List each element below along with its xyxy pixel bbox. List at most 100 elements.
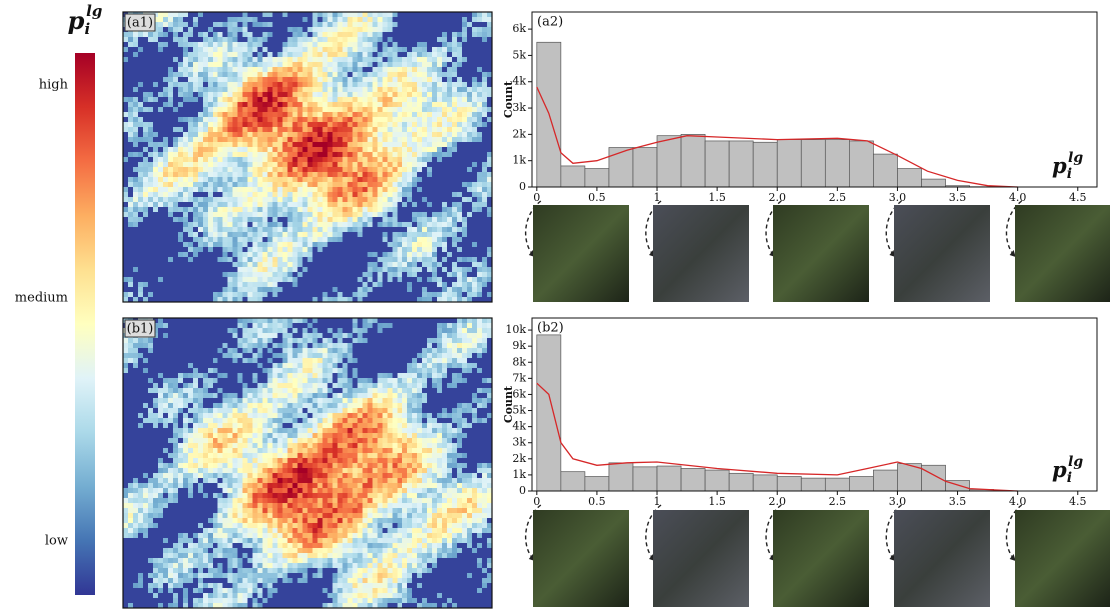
heatmap-cell [462,152,468,158]
heatmap-cell [123,152,129,158]
heatmap-cell [337,257,343,263]
heatmap-cell [487,292,493,298]
heatmap-cell [332,62,338,68]
heatmap-cell [332,32,338,38]
heatmap-cell [262,272,268,278]
heatmap-cell [457,338,463,344]
heatmap-cell [477,117,483,123]
heatmap-cell [182,182,189,188]
heatmap-cell [147,122,154,128]
heatmap-cell [377,292,383,298]
heatmap-cell [342,17,348,23]
heatmap-cell [427,167,433,173]
heatmap-cell [277,47,283,53]
heatmap-cell [372,172,378,178]
heatmap-cell [442,122,448,128]
heatmap-cell [407,177,413,183]
heatmap-cell [322,318,328,324]
heatmap-cell [377,137,383,143]
heatmap-cell [387,328,393,334]
heatmap-cell [402,338,408,344]
heatmap-cell [467,72,473,78]
heatmap-cell [172,22,179,28]
heatmap-cell [167,117,174,123]
heatmap-cell [217,127,224,133]
heatmap-cell [372,192,378,198]
heatmap-cell [297,212,303,218]
heatmap-cell [262,17,268,23]
heatmap-cell [352,102,358,108]
heatmap-cell [237,318,243,324]
heatmap-cell [382,52,388,58]
heatmap-cell [152,343,159,349]
heatmap-cell [272,172,278,178]
heatmap-cell [437,57,443,63]
heatmap-cell [312,323,318,329]
heatmap-cell [123,267,129,273]
heatmap-cell [157,247,164,253]
heatmap-cell [322,222,328,228]
heatmap-cell [482,262,488,268]
heatmap-cell [137,37,144,43]
heatmap-cell [227,117,234,123]
heatmap-cell [387,237,393,243]
heatmap-cell [287,333,293,339]
heatmap-cell [407,22,413,28]
heatmap-cell [182,37,189,43]
heatmap-cell [147,132,154,138]
heatmap-cell [342,127,348,133]
heatmap-cell [412,147,418,153]
heatmap-cell [332,142,338,148]
heatmap-cell [272,32,278,38]
heatmap-cell [262,52,268,58]
heatmap-cell [382,57,388,63]
heatmap-cell [262,318,268,324]
heatmap-cell [397,172,403,178]
heatmap-cell [262,187,268,193]
heatmap-cell [322,242,328,248]
heatmap-cell [327,72,333,78]
heatmap-cell [312,142,318,148]
heatmap-cell [247,177,253,183]
heatmap-cell [292,217,298,223]
heatmap-cell [182,177,189,183]
heatmap-cell [262,147,268,153]
heatmap-cell [307,262,313,268]
heatmap-cell [367,333,373,339]
heatmap-cell [247,47,253,53]
heatmap-cell [192,282,199,288]
heatmap-cell [147,107,154,113]
heatmap-cell [162,333,169,339]
heatmap-cell [217,72,224,78]
heatmap-cell [262,262,268,268]
heatmap-cell [232,102,238,108]
heatmap-cell [482,52,488,58]
heatmap-cell [257,27,263,33]
heatmap-cell [387,72,393,78]
heatmap-cell [392,257,398,263]
heatmap-cell [452,297,458,303]
heatmap-cell [207,52,214,58]
heatmap-cell [152,177,159,183]
heatmap-cell [462,112,468,118]
heatmap-cell [477,97,483,103]
heatmap-cell [242,232,248,238]
heatmap-cell [197,177,204,183]
heatmap-cell [197,197,204,203]
heatmap-cell [257,167,263,173]
heatmap-cell [187,177,194,183]
heatmap-cell [142,292,149,298]
heatmap-cell [192,333,199,339]
heatmap-cell [357,102,363,108]
heatmap-cell [437,277,443,283]
heatmap-cell [222,187,229,193]
heatmap-cell [302,323,308,329]
heatmap-cell [412,32,418,38]
heatmap-cell [157,353,164,359]
heatmap-cell [362,242,368,248]
heatmap-cell [352,247,358,253]
heatmap-cell [457,232,463,238]
heatmap-cell [452,217,458,223]
heatmap-cell [302,182,308,188]
heatmap-cell [312,17,318,23]
